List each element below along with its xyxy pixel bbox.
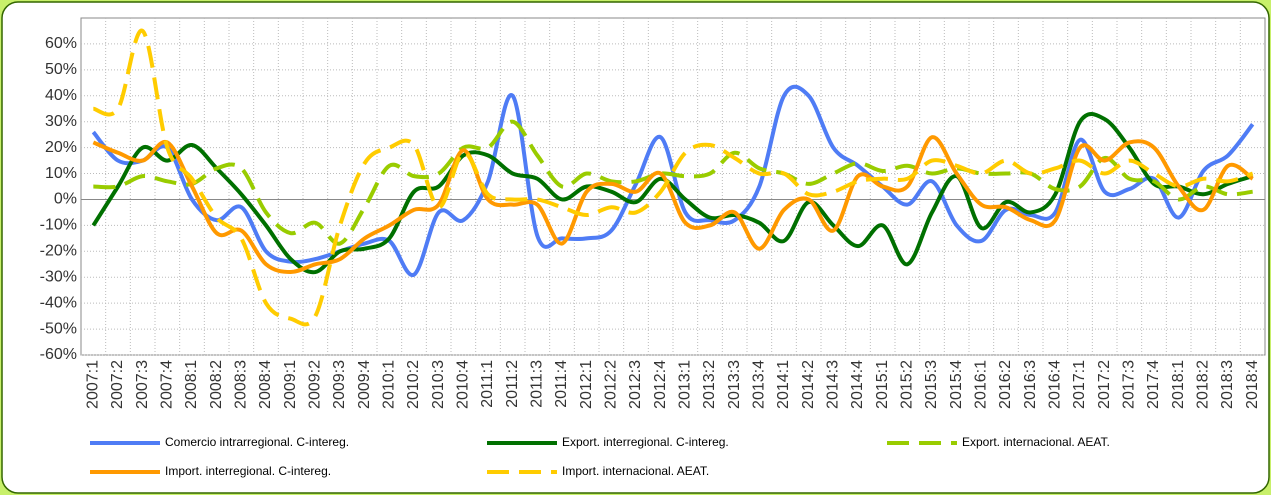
x-tick-label: 2017:2 bbox=[1096, 360, 1113, 409]
y-tick-label: 30% bbox=[45, 113, 77, 130]
y-tick-label: 0% bbox=[54, 191, 77, 208]
y-tick-label: 50% bbox=[45, 61, 77, 78]
y-tick-label: -30% bbox=[40, 268, 77, 285]
y-tick-label: -60% bbox=[40, 346, 77, 363]
x-tick-label: 2015:2 bbox=[899, 360, 916, 409]
x-tick-label: 2010:2 bbox=[405, 360, 422, 409]
x-tick-label: 2014:3 bbox=[825, 360, 842, 409]
x-tick-label: 2017:1 bbox=[1071, 360, 1088, 409]
x-tick-label: 2015:4 bbox=[948, 360, 965, 409]
x-tick-label: 2010:3 bbox=[430, 360, 447, 409]
x-tick-label: 2011:4 bbox=[553, 360, 570, 408]
x-tick-label: 2008:1 bbox=[183, 360, 200, 409]
legend-label: Export. internacional. AEAT. bbox=[962, 435, 1110, 449]
legend-label: Import. internacional. AEAT. bbox=[562, 464, 709, 478]
x-tick-label: 2012:3 bbox=[627, 360, 644, 409]
x-tick-label: 2008:3 bbox=[233, 360, 250, 409]
y-tick-label: 10% bbox=[45, 165, 77, 182]
x-tick-label: 2015:1 bbox=[874, 360, 891, 409]
legend-label: Import. interregional. C-intereg. bbox=[165, 464, 331, 478]
x-tick-label: 2009:3 bbox=[331, 360, 348, 409]
x-tick-label: 2018:4 bbox=[1244, 360, 1261, 409]
x-tick-label: 2010:4 bbox=[455, 360, 472, 409]
x-tick-label: 2013:1 bbox=[677, 360, 694, 409]
x-tick-label: 2018:2 bbox=[1195, 360, 1212, 409]
x-tick-label: 2007:4 bbox=[159, 360, 176, 409]
x-tick-label: 2016:3 bbox=[1022, 360, 1039, 409]
x-tick-label: 2012:2 bbox=[603, 360, 620, 409]
x-tick-label: 2011:2 bbox=[504, 360, 521, 408]
y-tick-label: 60% bbox=[45, 35, 77, 52]
series-line bbox=[92, 135, 1254, 275]
y-tick-label: -10% bbox=[40, 217, 77, 234]
y-tick-label: 20% bbox=[45, 139, 77, 156]
x-tick-label: 2007:2 bbox=[109, 360, 126, 409]
x-tick-label: 2008:4 bbox=[257, 360, 274, 409]
x-tick-label: 2007:1 bbox=[85, 360, 102, 409]
y-tick-label: -20% bbox=[40, 243, 77, 260]
x-tick-label: 2011:3 bbox=[529, 360, 546, 408]
x-tick-label: 2015:3 bbox=[923, 360, 940, 409]
x-tick-label: 2013:2 bbox=[701, 360, 718, 409]
x-tick-label: 2016:2 bbox=[997, 360, 1014, 409]
x-tick-label: 2010:1 bbox=[381, 360, 398, 409]
x-tick-label: 2009:4 bbox=[356, 360, 373, 409]
x-tick-label: 2009:1 bbox=[282, 360, 299, 409]
series-line bbox=[91, 112, 1254, 275]
x-tick-label: 2016:4 bbox=[1047, 360, 1064, 409]
x-tick-label: 2012:4 bbox=[652, 360, 669, 409]
x-tick-label: 2017:4 bbox=[1145, 360, 1162, 409]
y-tick-label: -50% bbox=[40, 320, 77, 337]
y-tick-label: -40% bbox=[40, 294, 77, 311]
x-tick-label: 2017:3 bbox=[1121, 360, 1138, 409]
x-tick-label: 2012:1 bbox=[578, 360, 595, 409]
x-tick-label: 2016:1 bbox=[973, 360, 990, 409]
y-tick-label: 40% bbox=[45, 87, 77, 104]
x-tick-label: 2011:1 bbox=[479, 360, 496, 408]
x-tick-label: 2014:2 bbox=[800, 360, 817, 409]
legend-label: Export. interregional. C-intereg. bbox=[562, 435, 729, 449]
legend-label: Comercio intrarregional. C-intereg. bbox=[165, 435, 349, 449]
x-tick-label: 2018:1 bbox=[1170, 360, 1187, 409]
series-line bbox=[93, 119, 1253, 246]
x-tick-label: 2013:4 bbox=[751, 360, 768, 409]
x-tick-label: 2008:2 bbox=[208, 360, 225, 409]
series-line bbox=[92, 28, 1254, 327]
x-tick-label: 2007:3 bbox=[134, 360, 151, 409]
x-tick-label: 2018:3 bbox=[1219, 360, 1236, 409]
x-tick-label: 2009:2 bbox=[307, 360, 324, 409]
x-tick-label: 2013:3 bbox=[726, 360, 743, 409]
x-tick-label: 2014:4 bbox=[849, 360, 866, 409]
x-tick-label: 2014:1 bbox=[775, 360, 792, 409]
